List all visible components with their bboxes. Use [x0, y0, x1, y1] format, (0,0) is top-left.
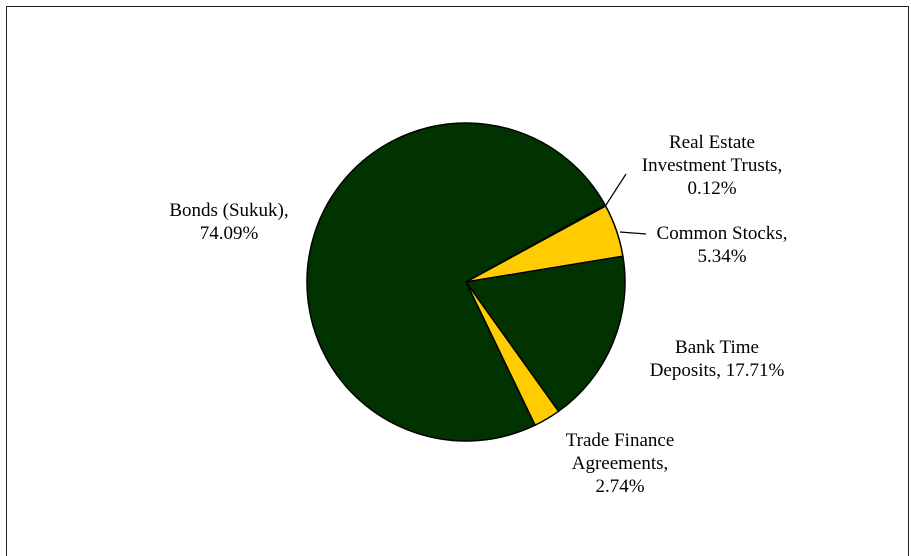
slice-label-line: 0.12% — [687, 178, 736, 199]
slice-label-line: Bank Time — [675, 337, 759, 358]
pie-slice-2 — [465, 255, 626, 413]
slice-label-0: Real Estate Investment Trusts, 0.12% — [642, 132, 782, 199]
slice-label-line: 2.74% — [595, 476, 644, 497]
slice-label-line: Common Stocks, — [657, 223, 788, 244]
pie-slice-4 — [306, 122, 606, 442]
slice-label-1: Common Stocks, 5.34% — [657, 223, 788, 267]
slice-label-line: 5.34% — [697, 246, 746, 267]
slice-label-line: Deposits, 17.71% — [650, 360, 785, 381]
slice-label-line: Trade Finance — [566, 430, 675, 451]
chart-frame — [6, 6, 909, 556]
leader-line-0 — [605, 173, 627, 206]
slice-label-4: Bonds (Sukuk), 74.09% — [169, 200, 288, 244]
slice-label-3: Trade Finance Agreements, 2.74% — [566, 430, 675, 497]
slice-label-line: Real Estate — [669, 132, 755, 153]
slice-label-2: Bank Time Deposits, 17.71% — [650, 337, 785, 381]
slice-label-line: 74.09% — [200, 223, 259, 244]
leader-line-1 — [619, 231, 647, 235]
slice-label-line: Investment Trusts, — [642, 155, 782, 176]
slice-label-line: Bonds (Sukuk), — [169, 200, 288, 221]
slice-label-line: Agreements, — [572, 453, 669, 474]
